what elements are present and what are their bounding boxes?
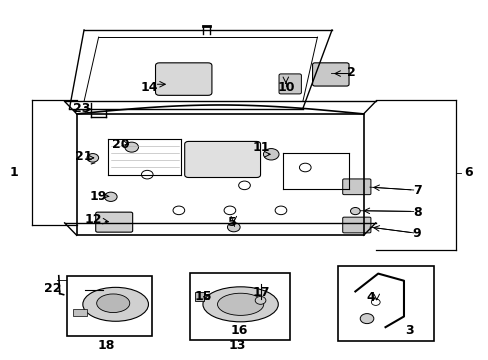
FancyBboxPatch shape	[96, 212, 132, 232]
Text: 16: 16	[230, 324, 248, 337]
Text: 11: 11	[252, 141, 270, 154]
Circle shape	[124, 142, 138, 152]
Text: 19: 19	[90, 190, 107, 203]
Bar	[73, 309, 87, 316]
FancyBboxPatch shape	[279, 74, 301, 94]
Text: 21: 21	[75, 150, 93, 163]
Text: 15: 15	[194, 289, 211, 303]
Text: 14: 14	[141, 81, 158, 94]
Circle shape	[87, 154, 99, 162]
FancyBboxPatch shape	[184, 141, 260, 177]
Circle shape	[227, 222, 240, 232]
Circle shape	[350, 207, 360, 215]
Text: 13: 13	[228, 338, 245, 351]
Text: 23: 23	[73, 102, 90, 115]
FancyBboxPatch shape	[312, 63, 348, 86]
Text: 18: 18	[97, 338, 114, 351]
Text: 22: 22	[43, 283, 61, 296]
Ellipse shape	[217, 293, 263, 315]
Bar	[67, 276, 152, 337]
Bar	[190, 273, 289, 340]
FancyBboxPatch shape	[342, 179, 370, 195]
Circle shape	[263, 149, 279, 160]
Circle shape	[360, 314, 373, 324]
Text: 1: 1	[9, 166, 18, 179]
Circle shape	[104, 192, 117, 202]
Ellipse shape	[97, 294, 129, 312]
Text: 2: 2	[346, 66, 355, 79]
Text: 10: 10	[277, 81, 294, 94]
Text: 12: 12	[85, 213, 102, 226]
Ellipse shape	[82, 287, 148, 321]
Text: 9: 9	[412, 227, 421, 240]
Text: 4: 4	[366, 291, 374, 305]
Text: 6: 6	[463, 166, 471, 179]
Ellipse shape	[203, 287, 278, 322]
Text: 3: 3	[405, 324, 413, 337]
FancyBboxPatch shape	[342, 217, 370, 233]
Text: 5: 5	[227, 216, 236, 229]
Bar	[77, 114, 363, 235]
Bar	[195, 292, 203, 301]
Circle shape	[255, 296, 265, 304]
Text: 20: 20	[112, 138, 129, 151]
Bar	[337, 266, 433, 342]
Circle shape	[371, 299, 379, 305]
FancyBboxPatch shape	[155, 63, 211, 95]
Text: 8: 8	[412, 206, 421, 219]
Text: 17: 17	[252, 286, 270, 299]
Text: 7: 7	[412, 184, 421, 197]
